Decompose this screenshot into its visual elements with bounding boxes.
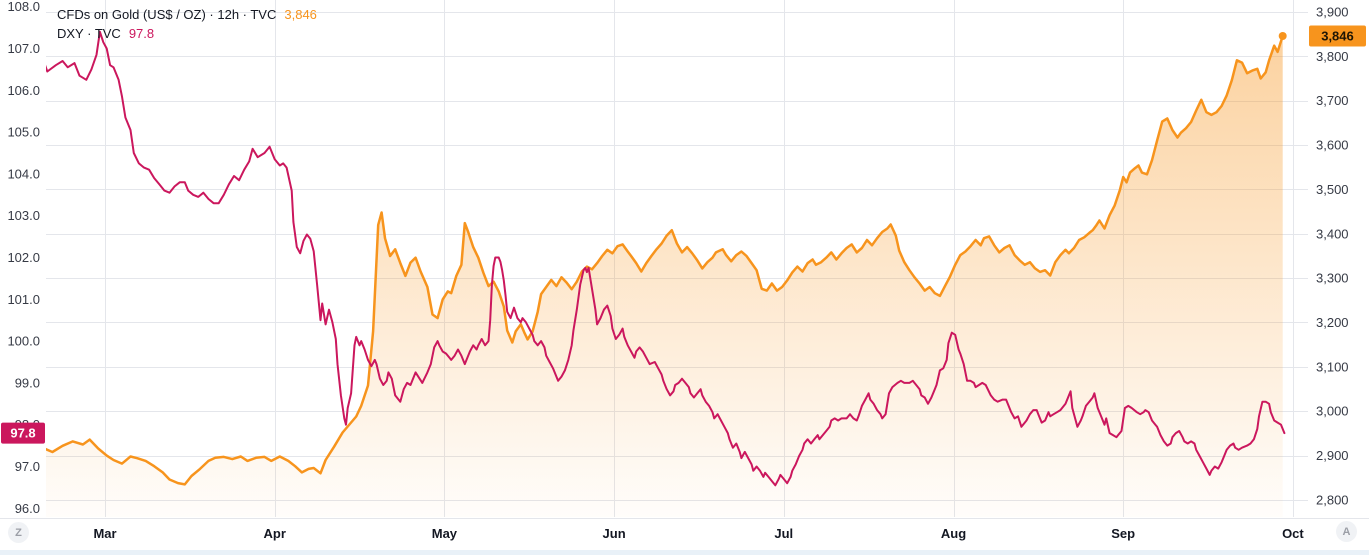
left-axis-tick-label: 100.0 [7, 334, 40, 349]
left-axis-tick-label: 105.0 [7, 125, 40, 140]
right-axis-tick-label: 3,000 [1316, 404, 1349, 419]
right-axis-tick-label: 3,900 [1316, 5, 1349, 20]
time-axis-month-label: Aug [941, 526, 966, 541]
time-axis-month-label: Oct [1282, 526, 1304, 541]
right-axis-tick-label: 2,900 [1316, 448, 1349, 463]
gold-area-fill [46, 36, 1283, 517]
legend-dxy-title: DXY · TVC [57, 26, 121, 41]
left-axis-tick-label: 108.0 [7, 0, 40, 14]
timezone-button[interactable]: Z [8, 522, 29, 543]
left-axis-tick-label: 96.0 [15, 501, 40, 516]
right-axis-tick-label: 3,200 [1316, 315, 1349, 330]
left-axis-tick-label: 99.0 [15, 375, 40, 390]
gold-series-line[interactable] [42, 34, 1284, 486]
right-axis-tick-label: 3,700 [1316, 93, 1349, 108]
time-axis-month-label: Apr [264, 526, 286, 541]
svg-text:3,846: 3,846 [1321, 29, 1354, 44]
legend-gold-value: 3,846 [284, 7, 317, 22]
legend-dxy-value: 97.8 [128, 26, 155, 41]
right-price-scale[interactable]: 3,900 3,800 3,700 3,600 3,500 3,400 3,300 3,200… [1316, 5, 1349, 508]
right-axis-tick-label: 3,500 [1316, 182, 1349, 197]
left-axis-tick-label: 101.0 [7, 292, 40, 307]
dxy-series-line[interactable] [42, 30, 1286, 487]
legend-gold-title: CFDs on Gold (US$ / OZ) · 12h · TVC [57, 7, 277, 22]
right-axis-tick-label: 2,800 [1316, 492, 1349, 507]
left-axis-tick-label: 104.0 [7, 166, 40, 181]
left-axis-tick-label: 107.0 [7, 41, 40, 56]
gold-last-price-dot [1278, 32, 1287, 40]
time-axis-month-label: May [432, 526, 458, 541]
time-axis-month-label: Sep [1111, 526, 1135, 541]
dxy-price-badge: 97.8 [1, 422, 45, 444]
gold-price-badge: 3,846 [1309, 25, 1366, 47]
right-axis-tick-label: 3,400 [1316, 226, 1349, 241]
right-axis-tick-label: 3,800 [1316, 49, 1349, 64]
time-axis-month-label: Jun [603, 526, 626, 541]
left-axis-tick-label: 97.0 [15, 459, 40, 474]
legend-row-dxy[interactable]: DXY · TVC 97.8 [57, 24, 317, 43]
right-axis-tick-label: 3,100 [1316, 359, 1349, 374]
left-axis-tick-label: 106.0 [7, 83, 40, 98]
left-axis-tick-label: 103.0 [7, 208, 40, 223]
right-axis-tick-label: 3,600 [1316, 138, 1349, 153]
chart-legend: CFDs on Gold (US$ / OZ) · 12h · TVC 3,84… [57, 5, 317, 43]
auto-scale-button[interactable]: A [1336, 521, 1357, 542]
legend-row-gold[interactable]: CFDs on Gold (US$ / OZ) · 12h · TVC 3,84… [57, 5, 317, 24]
time-axis-month-label: Jul [774, 526, 793, 541]
bottom-strip [0, 550, 1369, 555]
right-axis-tick-label: 3,300 [1316, 271, 1349, 286]
time-scale[interactable]: Mar Apr May Jun Jul Aug Sep Oct [93, 526, 1304, 541]
time-axis-month-label: Mar [93, 526, 116, 541]
svg-text:97.8: 97.8 [10, 426, 35, 441]
left-axis-tick-label: 102.0 [7, 250, 40, 265]
